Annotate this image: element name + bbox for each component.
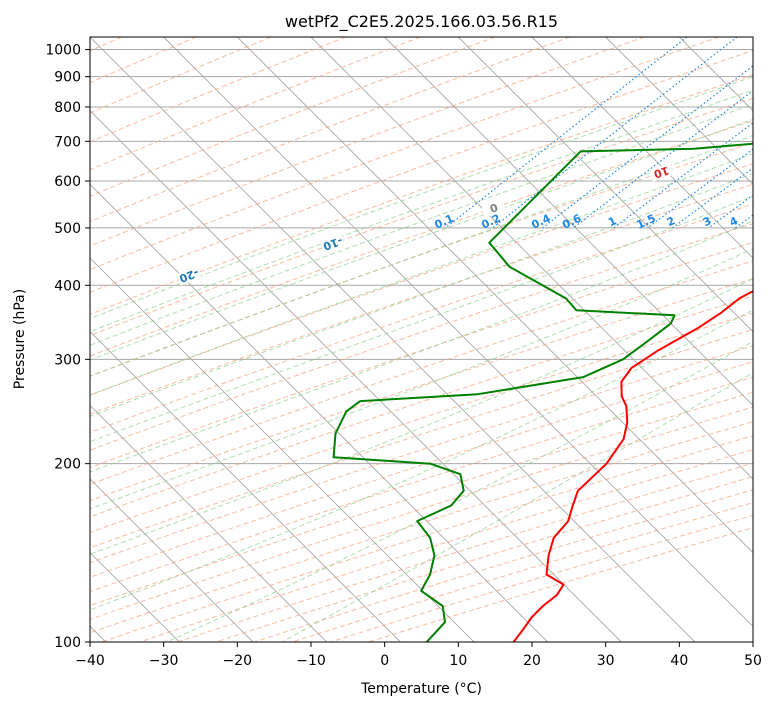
dry-adiabat bbox=[90, 278, 753, 502]
x-tick-label: −10 bbox=[296, 653, 326, 669]
y-tick-label: 700 bbox=[54, 134, 81, 150]
x-axis-title: Temperature (°C) bbox=[360, 681, 482, 697]
dewpoint-profile-line bbox=[332, 142, 753, 642]
isotherm-line bbox=[310, 37, 753, 480]
adiabat-label-bg bbox=[649, 163, 674, 182]
dry-adiabat bbox=[90, 203, 753, 433]
mixing-ratio-line bbox=[542, 65, 753, 229]
dry-adiabat bbox=[90, 183, 753, 415]
isobar-grid bbox=[90, 49, 753, 642]
y-tick-label: 400 bbox=[54, 278, 81, 294]
y-tick-label: 200 bbox=[54, 457, 81, 473]
isotherm-line bbox=[237, 37, 753, 554]
isotherm-line bbox=[531, 37, 753, 259]
y-tick-label: 500 bbox=[54, 221, 81, 237]
dry-adiabat bbox=[90, 120, 753, 357]
dry-adiabat bbox=[90, 37, 421, 171]
y-axis-title: Pressure (hPa) bbox=[12, 289, 28, 389]
isotherm-line bbox=[90, 183, 548, 642]
y-tick-label: 100 bbox=[54, 635, 81, 651]
adiabat-label-bg bbox=[176, 266, 202, 286]
moist-adiabat bbox=[90, 118, 753, 361]
dry-adiabat bbox=[90, 37, 496, 197]
dry-adiabat-label: 0 bbox=[488, 200, 500, 215]
x-tick-label: −30 bbox=[149, 653, 179, 669]
dry-adiabat bbox=[90, 50, 753, 293]
dry-adiabat bbox=[90, 142, 753, 377]
dry-adiabat bbox=[90, 295, 753, 518]
isotherm-line bbox=[90, 110, 622, 642]
moist-adiabat bbox=[90, 134, 753, 378]
plot-frame bbox=[89, 36, 754, 643]
dry-adiabat bbox=[90, 37, 197, 84]
moist-adiabat-lines bbox=[90, 76, 753, 642]
dry-adiabat bbox=[90, 329, 753, 549]
x-tick-label: 0 bbox=[380, 653, 389, 669]
moist-adiabat bbox=[90, 309, 753, 611]
dry-adiabat bbox=[90, 37, 720, 271]
isotherm-line bbox=[90, 404, 327, 642]
y-tick-label: 900 bbox=[54, 70, 81, 86]
isotherm-line bbox=[90, 37, 696, 642]
temperature-profile-line bbox=[512, 289, 753, 642]
plot-area: 0.10.20.40.611.52346810131620253036-100-… bbox=[90, 37, 753, 642]
y-tick-label: 1000 bbox=[45, 43, 81, 59]
dry-adiabat-label: 10 bbox=[652, 164, 671, 181]
moist-adiabat bbox=[90, 103, 753, 346]
dry-adiabat bbox=[90, 37, 346, 143]
isotherm-line bbox=[90, 257, 475, 642]
dry-adiabat bbox=[90, 37, 570, 223]
mixing-ratio-line bbox=[572, 89, 753, 229]
dry-adiabat bbox=[90, 37, 645, 247]
moist-adiabat bbox=[90, 248, 753, 510]
isotherm-line bbox=[384, 37, 753, 406]
dry-adiabat bbox=[90, 241, 753, 469]
dry-adiabat bbox=[90, 74, 753, 315]
chart-title: wetPf2_C2E5.2025.166.03.56.R15 bbox=[285, 12, 558, 32]
y-tick-label: 300 bbox=[54, 352, 81, 368]
y-tick-label: 800 bbox=[54, 100, 81, 116]
y-tick-label: 600 bbox=[54, 174, 81, 190]
x-axis: −40 −30 −20 −10 0 10 20 30 40 50 bbox=[75, 642, 762, 669]
moist-adiabat bbox=[90, 76, 753, 320]
x-tick-label: −20 bbox=[223, 653, 253, 669]
x-tick-label: 40 bbox=[670, 653, 688, 669]
dry-adiabat bbox=[90, 391, 753, 607]
x-tick-label: 10 bbox=[449, 653, 467, 669]
isotherm-line bbox=[605, 37, 753, 185]
y-axis: 100 200 300 400 500 600 700 800 900 1000 bbox=[45, 43, 90, 651]
moist-adiabat bbox=[166, 340, 753, 642]
x-tick-label: 20 bbox=[523, 653, 541, 669]
x-tick-label: 50 bbox=[744, 653, 762, 669]
isotherm-line bbox=[163, 37, 753, 627]
dry-adiabat bbox=[90, 163, 753, 396]
moist-adiabat bbox=[90, 220, 753, 473]
dry-adiabat bbox=[90, 223, 753, 451]
isotherm-lines bbox=[90, 37, 753, 642]
dry-adiabat bbox=[90, 312, 753, 533]
isotherm-line bbox=[90, 331, 401, 642]
dry-adiabat bbox=[90, 260, 753, 485]
moist-adiabat bbox=[90, 152, 753, 396]
sounding-series bbox=[332, 142, 753, 642]
dry-adiabat bbox=[90, 376, 753, 593]
x-tick-label: 30 bbox=[597, 653, 615, 669]
isotherm-line bbox=[458, 37, 753, 333]
mixing-ratio-line bbox=[672, 167, 753, 229]
adiabat-label-bg bbox=[481, 198, 507, 218]
adiabat-label-bg bbox=[320, 234, 346, 254]
x-tick-label: −40 bbox=[75, 653, 105, 669]
dry-adiabat bbox=[90, 361, 753, 578]
